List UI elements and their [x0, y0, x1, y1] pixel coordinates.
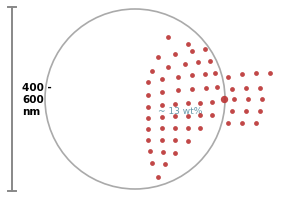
Point	[196, 61, 200, 64]
Point	[156, 56, 161, 59]
Point	[186, 115, 190, 118]
Point	[240, 73, 244, 76]
Point	[246, 98, 250, 101]
Point	[146, 81, 150, 84]
Point	[186, 102, 190, 105]
Point	[240, 122, 244, 125]
Point	[156, 176, 161, 179]
Point	[260, 98, 264, 101]
Point	[172, 53, 177, 56]
Point	[146, 117, 150, 120]
Point	[150, 70, 154, 73]
Point	[172, 115, 177, 118]
Point	[244, 110, 248, 113]
Point	[254, 122, 258, 125]
Point	[222, 98, 226, 101]
Point	[208, 60, 212, 63]
Point	[268, 72, 272, 75]
Point	[160, 151, 165, 154]
Point	[160, 139, 164, 142]
Point	[204, 87, 208, 90]
Point	[163, 163, 167, 166]
Point	[146, 94, 150, 97]
Point	[160, 91, 164, 94]
Point	[258, 87, 262, 90]
Point	[210, 114, 214, 117]
Point	[150, 162, 154, 165]
Point	[160, 104, 164, 107]
Point	[166, 36, 170, 39]
Point	[226, 76, 230, 79]
Point	[198, 114, 203, 117]
Point	[254, 72, 258, 75]
Point	[190, 74, 194, 77]
Point	[214, 86, 219, 89]
Point	[166, 66, 170, 69]
Point	[198, 127, 203, 130]
Point	[198, 102, 203, 105]
Point	[148, 150, 152, 153]
Point	[146, 139, 150, 142]
Point	[172, 152, 177, 155]
Point	[146, 128, 150, 131]
Point	[230, 110, 234, 113]
Point	[176, 89, 180, 92]
Point	[172, 127, 177, 130]
Point	[190, 88, 194, 91]
Point	[186, 140, 190, 143]
Point	[186, 127, 190, 130]
Point	[172, 103, 177, 106]
Point	[202, 73, 207, 76]
Point	[244, 87, 248, 90]
Point	[146, 106, 150, 109]
Point	[232, 98, 236, 101]
Point	[258, 110, 262, 113]
Point	[172, 139, 177, 142]
Point	[186, 43, 190, 46]
Point	[210, 101, 214, 104]
Point	[176, 76, 180, 79]
Point	[190, 50, 194, 53]
Text: 400 -
600
nm: 400 - 600 nm	[22, 83, 52, 116]
Point	[213, 72, 218, 75]
Text: ~ 13 wt%: ~ 13 wt%	[158, 107, 202, 116]
Point	[226, 122, 230, 125]
Point	[230, 88, 234, 91]
Point	[160, 127, 164, 130]
Point	[160, 116, 164, 119]
Point	[160, 78, 164, 81]
Point	[202, 48, 207, 51]
Point	[183, 63, 188, 66]
